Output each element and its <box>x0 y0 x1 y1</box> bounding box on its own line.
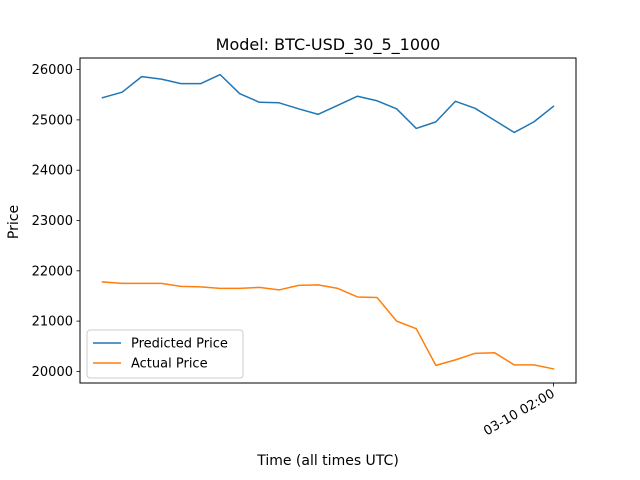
y-axis-label: Price <box>6 205 22 239</box>
y-tick-label: 22000 <box>32 264 73 279</box>
x-axis-label: Time (all times UTC) <box>256 453 399 469</box>
y-tick-label: 26000 <box>32 63 73 78</box>
legend-label-1: Actual Price <box>131 357 208 372</box>
series-line-0 <box>101 73 555 134</box>
y-tick-label: 23000 <box>32 214 73 229</box>
legend-label-0: Predicted Price <box>131 337 228 352</box>
y-tick-label: 25000 <box>32 113 73 128</box>
x-axis: 03-10 02:00 <box>481 383 558 439</box>
y-tick-label: 20000 <box>32 365 73 380</box>
series-line-1 <box>101 281 555 370</box>
chart-title: Model: BTC-USD_30_5_1000 <box>216 35 441 55</box>
y-tick-label: 21000 <box>32 315 73 330</box>
x-tick-label: 03-10 02:00 <box>481 386 557 439</box>
legend-box <box>86 329 244 379</box>
y-tick-label: 24000 <box>32 164 73 179</box>
legend: Predicted Price Actual Price <box>86 329 244 379</box>
series-layer <box>101 73 555 370</box>
y-axis: 20000 21000 22000 23000 24000 25000 26000 <box>32 63 80 380</box>
